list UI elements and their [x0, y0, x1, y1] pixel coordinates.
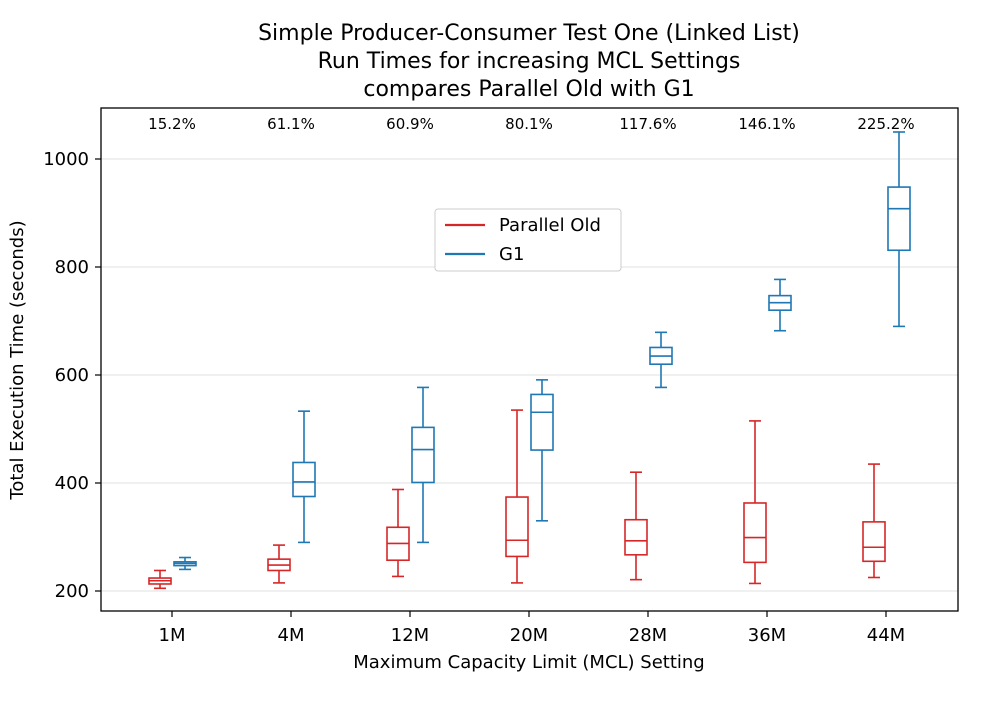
- box-g1-28M: [649, 331, 673, 389]
- box-g1-36M: [768, 278, 792, 332]
- box-parallel-old-12M: [386, 488, 410, 578]
- annotation-20M: 80.1%: [505, 115, 553, 133]
- y-tick-label-200: 200: [55, 581, 89, 602]
- x-tick-label-1M: 1M: [159, 625, 186, 646]
- box-g1-12M: [411, 386, 435, 544]
- x-axis-label: Maximum Capacity Limit (MCL) Setting: [353, 652, 704, 673]
- iqr-box-parallel-old-20M: [505, 496, 529, 558]
- plot-area-border: [100, 107, 959, 612]
- box-parallel-old-20M: [505, 409, 529, 584]
- annotation-28M: 117.6%: [619, 115, 676, 133]
- chart-title-line-3: compares Parallel Old with G1: [363, 77, 694, 102]
- box-g1-1M: [173, 556, 197, 571]
- x-tick-label-4M: 4M: [278, 625, 305, 646]
- legend: Parallel Old G1: [434, 208, 622, 272]
- y-tick-label-1000: 1000: [43, 149, 89, 170]
- percentage-annotations: 15.2% 61.1% 60.9% 80.1% 117.6% 146.1% 225.2%: [148, 115, 914, 133]
- x-axis-ticks: 1M 4M 12M 20M 28M 36M 44M: [159, 611, 905, 646]
- box-parallel-old-4M: [267, 544, 291, 584]
- iqr-box-parallel-old-36M: [743, 502, 767, 564]
- annotation-1M: 15.2%: [148, 115, 196, 133]
- iqr-box-g1-20M: [530, 393, 554, 451]
- legend-label-parallel-old: Parallel Old: [499, 215, 601, 236]
- iqr-box-g1-4M: [292, 461, 316, 498]
- box-parallel-old-36M: [743, 420, 767, 585]
- y-tick-label-800: 800: [55, 257, 89, 278]
- x-tick-label-44M: 44M: [867, 625, 905, 646]
- legend-label-g1: G1: [499, 244, 524, 265]
- iqr-box-g1-12M: [411, 426, 435, 484]
- y-tick-label-400: 400: [55, 473, 89, 494]
- iqr-box-parallel-old-44M: [862, 521, 886, 563]
- annotation-12M: 60.9%: [386, 115, 434, 133]
- y-axis-ticks: 200 400 600 800 1000: [43, 149, 101, 602]
- box-parallel-old-44M: [862, 463, 886, 579]
- x-tick-label-12M: 12M: [391, 625, 429, 646]
- box-g1-4M: [292, 410, 316, 544]
- annotation-44M: 225.2%: [857, 115, 914, 133]
- annotation-36M: 146.1%: [738, 115, 795, 133]
- x-tick-label-20M: 20M: [510, 625, 548, 646]
- chart-title-line-1: Simple Producer-Consumer Test One (Linke…: [258, 21, 800, 46]
- chart-title-line-2: Run Times for increasing MCL Settings: [318, 49, 741, 74]
- box-g1-44M: [887, 131, 911, 328]
- box-g1-20M: [530, 379, 554, 522]
- y-axis-label: Total Execution Time (seconds): [7, 220, 28, 500]
- x-tick-label-28M: 28M: [629, 625, 667, 646]
- box-series: [148, 131, 911, 590]
- y-tick-label-600: 600: [55, 365, 89, 386]
- box-parallel-old-28M: [624, 471, 648, 581]
- annotation-4M: 61.1%: [267, 115, 315, 133]
- iqr-box-g1-44M: [887, 186, 911, 252]
- x-tick-label-36M: 36M: [748, 625, 786, 646]
- iqr-box-parallel-old-28M: [624, 518, 648, 556]
- box-parallel-old-1M: [148, 569, 172, 590]
